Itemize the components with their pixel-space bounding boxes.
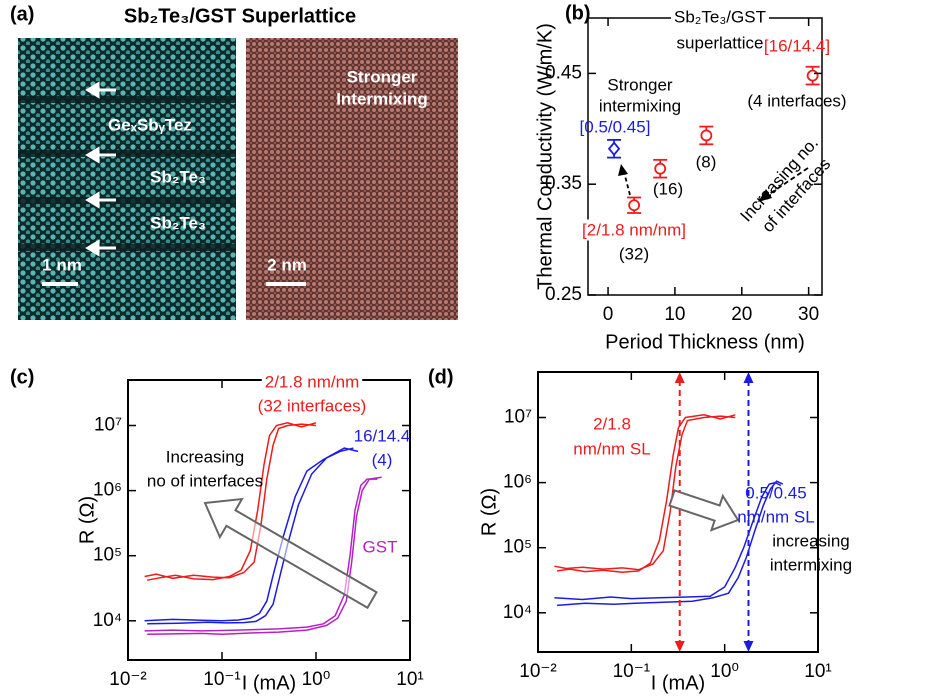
arrow-head	[743, 641, 753, 652]
y-axis-label: R (Ω)	[478, 488, 500, 536]
y-tick-label: 10⁶	[503, 472, 532, 493]
chart: 10⁻²10⁻¹10⁰10¹10⁴10⁵10⁶10⁷2/1.8 nm/nm(32…	[10, 366, 424, 694]
annotation: Stronger	[607, 75, 673, 94]
y-axis-label: R (Ω)	[76, 496, 98, 544]
arrow-head	[675, 372, 685, 383]
annotation: intermixing	[770, 555, 852, 574]
annotation: (8)	[696, 152, 717, 171]
x-tick-label: 0	[603, 304, 614, 325]
chart: 10⁻² 10⁻¹ 10⁰ 10¹ 10⁴ 10⁵ 10⁶ 10⁷ 2/1.8 nm/nm SL 0…	[428, 366, 852, 694]
gap-band	[18, 244, 236, 251]
arrow-head	[675, 641, 685, 652]
x-tick-label: 10¹	[804, 661, 831, 682]
layer-label: Sb₂Te₃	[150, 213, 206, 232]
x-tick-label: 10⁻¹	[203, 669, 241, 690]
annotation: (16)	[653, 179, 683, 198]
annotation: increasing	[772, 531, 850, 550]
x-tick-label: 10⁰	[302, 669, 331, 690]
annotation: 2/1.8 nm/nm	[265, 372, 360, 391]
y-tick-label: 10⁴	[503, 602, 532, 623]
annotation: intermixing	[599, 96, 681, 115]
x-tick-label: 10⁻¹	[613, 661, 651, 682]
annotation: GST	[363, 537, 398, 556]
annotation: [16/14.4]	[764, 36, 830, 55]
gap-band	[18, 96, 236, 103]
marker	[609, 143, 619, 155]
annotation: Increasing	[166, 447, 244, 466]
annotation: no of interfaces	[147, 471, 263, 490]
marker	[808, 71, 818, 81]
x-tick-label: 10⁻²	[109, 669, 147, 690]
image-caption: Stronger	[347, 67, 418, 86]
annotation: 2/1.8	[593, 414, 631, 433]
x-tick-label: 10	[664, 304, 685, 325]
layer-label: Sb₂Te₃	[150, 167, 206, 186]
x-tick-label: 30	[798, 304, 819, 325]
x-axis-label: I (mA)	[651, 672, 705, 694]
annotation: 16/14.4	[354, 426, 411, 445]
annotation: Sb₂Te₃/GST	[674, 7, 766, 26]
curve	[557, 415, 735, 572]
y-tick-label: 10⁵	[503, 537, 532, 558]
image-caption: Intermixing	[336, 89, 428, 108]
annotation: (4)	[372, 450, 393, 469]
panel-label: (b)	[565, 2, 591, 24]
chart: 01020300.250.350.45Sb₂Te₃/GSTsuperlattic…	[534, 2, 846, 353]
marker	[701, 130, 711, 140]
scale-bar-label: 2 nm	[267, 255, 307, 274]
marker	[629, 200, 639, 210]
y-tick-label: 10⁷	[94, 415, 122, 436]
dashed-arrow	[624, 172, 630, 195]
x-tick-label: 20	[731, 304, 752, 325]
scale-bar-label: 1 nm	[42, 255, 82, 274]
panel-label: (d)	[428, 366, 454, 388]
annotation: [2/1.8 nm/nm]	[582, 220, 686, 239]
panel-label: (a)	[10, 3, 34, 25]
annotation: [0.5/0.45]	[580, 117, 651, 136]
annotation: (32)	[619, 244, 649, 263]
arrow-head	[743, 372, 753, 383]
y-axis-label: Thermal Conductivity (W/m/K)	[534, 23, 556, 290]
annotation: superlattice	[677, 33, 764, 52]
gap-band	[18, 150, 236, 157]
annotation: 0.5/0.45	[745, 483, 806, 502]
annotation: (32 interfaces)	[258, 396, 367, 415]
panel-a: (a) Sb₂Te₃/GST Superlattice GeₓSbᵧTez Sb…	[10, 3, 458, 320]
panel-title: Sb₂Te₃/GST Superlattice	[124, 5, 356, 27]
gap-band	[18, 197, 236, 204]
x-axis-label: Period Thickness (nm)	[605, 331, 805, 353]
x-axis-label: I (mA)	[242, 672, 296, 694]
arrow-head	[618, 164, 628, 176]
y-tick-label: 10⁷	[504, 407, 532, 428]
y-tick-label: 10⁴	[93, 610, 122, 631]
annotation: (4 interfaces)	[747, 91, 846, 110]
layer-label: GeₓSbᵧTez	[108, 115, 192, 134]
annotation: nm/nm SL	[573, 439, 650, 458]
panel-label: (c)	[10, 366, 34, 388]
x-tick-label: 10⁰	[710, 661, 739, 682]
annotation: nm/nm SL	[737, 507, 814, 526]
figure: (a) Sb₂Te₃/GST Superlattice GeₓSbᵧTez Sb…	[0, 0, 925, 696]
x-tick-label: 10¹	[396, 669, 423, 690]
x-tick-label: 10⁻²	[519, 661, 557, 682]
y-tick-label: 10⁵	[93, 545, 122, 566]
marker	[655, 164, 665, 174]
plot-frame	[128, 380, 410, 660]
